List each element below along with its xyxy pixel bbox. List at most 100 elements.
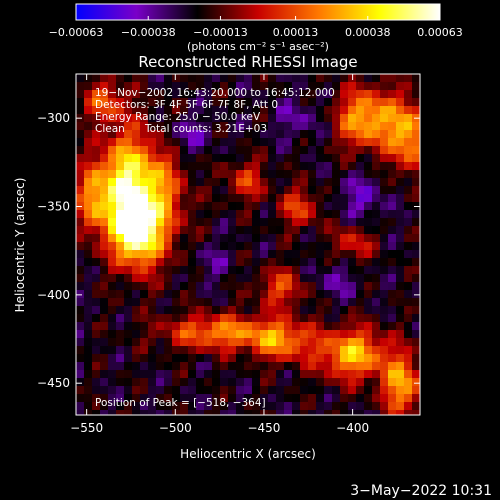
heatmap-cell — [252, 322, 261, 331]
heatmap-cell — [348, 306, 357, 315]
heatmap-cell — [348, 274, 357, 283]
heatmap-cell — [84, 250, 93, 259]
heatmap-cell — [220, 258, 229, 267]
heatmap-cell — [252, 130, 261, 139]
heatmap-cell — [276, 90, 285, 99]
heatmap-cell — [108, 194, 117, 203]
heatmap-cell — [356, 226, 365, 235]
heatmap-cell — [92, 370, 101, 379]
heatmap-cell — [324, 138, 333, 147]
heatmap-cell — [212, 226, 221, 235]
heatmap-cell — [244, 402, 253, 411]
heatmap-cell — [364, 394, 373, 403]
heatmap-cell — [164, 386, 173, 395]
heatmap-cell — [356, 82, 365, 91]
heatmap-cell — [156, 354, 165, 363]
heatmap-cell — [156, 274, 165, 283]
heatmap-cell — [124, 386, 133, 395]
heatmap-cell — [380, 170, 389, 179]
heatmap-cell — [356, 282, 365, 291]
heatmap-cell — [148, 282, 157, 291]
heatmap-cell — [148, 186, 157, 195]
heatmap-cell — [404, 202, 413, 211]
heatmap-cell — [156, 178, 165, 187]
heatmap-cell — [164, 274, 173, 283]
heatmap-cell — [84, 98, 93, 107]
heatmap-cell — [164, 114, 173, 123]
heatmap-cell — [308, 74, 317, 83]
heatmap-cell — [244, 226, 253, 235]
heatmap-cell — [188, 186, 197, 195]
heatmap-cell — [364, 74, 373, 83]
heatmap-cell — [412, 314, 420, 323]
heatmap-cell — [380, 226, 389, 235]
heatmap-cell — [244, 250, 253, 259]
heatmap-cell — [84, 154, 93, 163]
heatmap-cell — [412, 258, 420, 267]
heatmap-cell — [276, 298, 285, 307]
heatmap-cell — [140, 210, 149, 219]
heatmap-cell — [108, 122, 117, 131]
heatmap-cell — [244, 258, 253, 267]
heatmap-cell — [180, 210, 189, 219]
heatmap-cell — [292, 282, 301, 291]
heatmap-cell — [76, 242, 85, 251]
heatmap-cell — [180, 258, 189, 267]
heatmap-cell — [108, 178, 117, 187]
heatmap-cell — [108, 234, 117, 243]
heatmap-cell — [252, 314, 261, 323]
heatmap-cell — [132, 282, 141, 291]
heatmap-cell — [236, 314, 245, 323]
heatmap-cell — [396, 370, 405, 379]
heatmap-cell — [100, 74, 109, 83]
heatmap-cell — [76, 378, 85, 387]
heatmap-cell — [172, 290, 181, 299]
heatmap-cell — [308, 234, 317, 243]
heatmap-cell — [332, 362, 341, 371]
heatmap-cell — [204, 178, 213, 187]
heatmap-cell — [404, 346, 413, 355]
heatmap-cell — [372, 186, 381, 195]
heatmap-cell — [180, 402, 189, 411]
heatmap-cell — [188, 322, 197, 331]
heatmap-cell — [116, 370, 125, 379]
heatmap-cell — [100, 162, 109, 171]
heatmap-cell — [188, 306, 197, 315]
heatmap-cell — [260, 394, 269, 403]
heatmap-cell — [108, 226, 117, 235]
heatmap-cell — [364, 410, 373, 415]
heatmap-cell — [324, 346, 333, 355]
heatmap-cell — [228, 146, 237, 155]
heatmap-cell — [276, 282, 285, 291]
heatmap-cell — [228, 338, 237, 347]
x-tick-label: −500 — [159, 421, 192, 435]
heatmap-cell — [340, 122, 349, 131]
heatmap-cell — [364, 210, 373, 219]
heatmap-cell — [132, 354, 141, 363]
heatmap-cell — [340, 138, 349, 147]
heatmap-cell — [300, 322, 309, 331]
heatmap-cell — [228, 322, 237, 331]
heatmap-cell — [92, 154, 101, 163]
heatmap-cell — [116, 306, 125, 315]
heatmap-cell — [116, 162, 125, 171]
heatmap-cell — [140, 314, 149, 323]
heatmap-cell — [292, 90, 301, 99]
heatmap-cell — [292, 194, 301, 203]
heatmap-cell — [204, 266, 213, 275]
heatmap-cell — [412, 354, 420, 363]
heatmap-cell — [404, 130, 413, 139]
heatmap-cell — [236, 138, 245, 147]
heatmap-cell — [252, 266, 261, 275]
heatmap-cell — [100, 298, 109, 307]
heatmap-cell — [388, 226, 397, 235]
heatmap-cell — [356, 178, 365, 187]
heatmap-cell — [92, 274, 101, 283]
heatmap-cell — [84, 306, 93, 315]
heatmap-cell — [380, 114, 389, 123]
heatmap-cell — [212, 274, 221, 283]
heatmap-cell — [380, 146, 389, 155]
heatmap-cell — [244, 338, 253, 347]
heatmap-cell — [396, 354, 405, 363]
heatmap-cell — [356, 274, 365, 283]
